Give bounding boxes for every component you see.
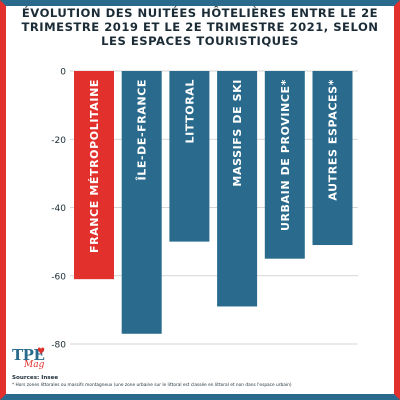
logo-main-text: TPE <box>12 346 45 364</box>
bar <box>169 71 210 242</box>
tick-layer: 0 -20 -40 -60 -80 <box>51 68 66 351</box>
bar-category-label: ÎLE-DE-FRANCE <box>136 79 149 180</box>
bar-category-label: MASSIFS DE SKI <box>231 79 244 187</box>
bar-category-label: AUTRES ESPACES* <box>327 79 340 201</box>
bar <box>312 71 353 246</box>
y-tick-label: -40 <box>51 204 66 214</box>
bar-category-label: LITTORAL <box>183 79 196 144</box>
grid-layer <box>70 70 358 345</box>
bar-layer <box>74 71 353 334</box>
bar <box>264 71 305 259</box>
sources-note: Sources: Insee <box>12 375 59 381</box>
heart-icon: ♥ <box>37 347 46 357</box>
y-tick-label: -60 <box>51 272 66 282</box>
bar <box>74 71 114 280</box>
bar-category-label: URBAIN DE PROVINCE* <box>279 79 292 231</box>
label-layer: FRANCE MÉTROPOLITAINE ÎLE-DE-FRANCE LITTOR… <box>88 79 340 253</box>
bar-category-label: FRANCE MÉTROPOLITAINE <box>88 79 101 253</box>
y-tick-label: -80 <box>51 341 66 351</box>
bar <box>121 71 162 334</box>
footnote: * Hors zones littorales ou massifs monta… <box>12 383 292 388</box>
y-tick-label: 0 <box>60 68 66 78</box>
chart-title: Évolution des nuitées hôtelières entre l… <box>21 6 379 48</box>
y-tick-label: -20 <box>51 136 66 146</box>
logo-sub-text: Mag <box>24 360 45 370</box>
bar <box>217 71 258 307</box>
tpe-mag-logo: TPE ♥ Mag <box>12 346 46 374</box>
